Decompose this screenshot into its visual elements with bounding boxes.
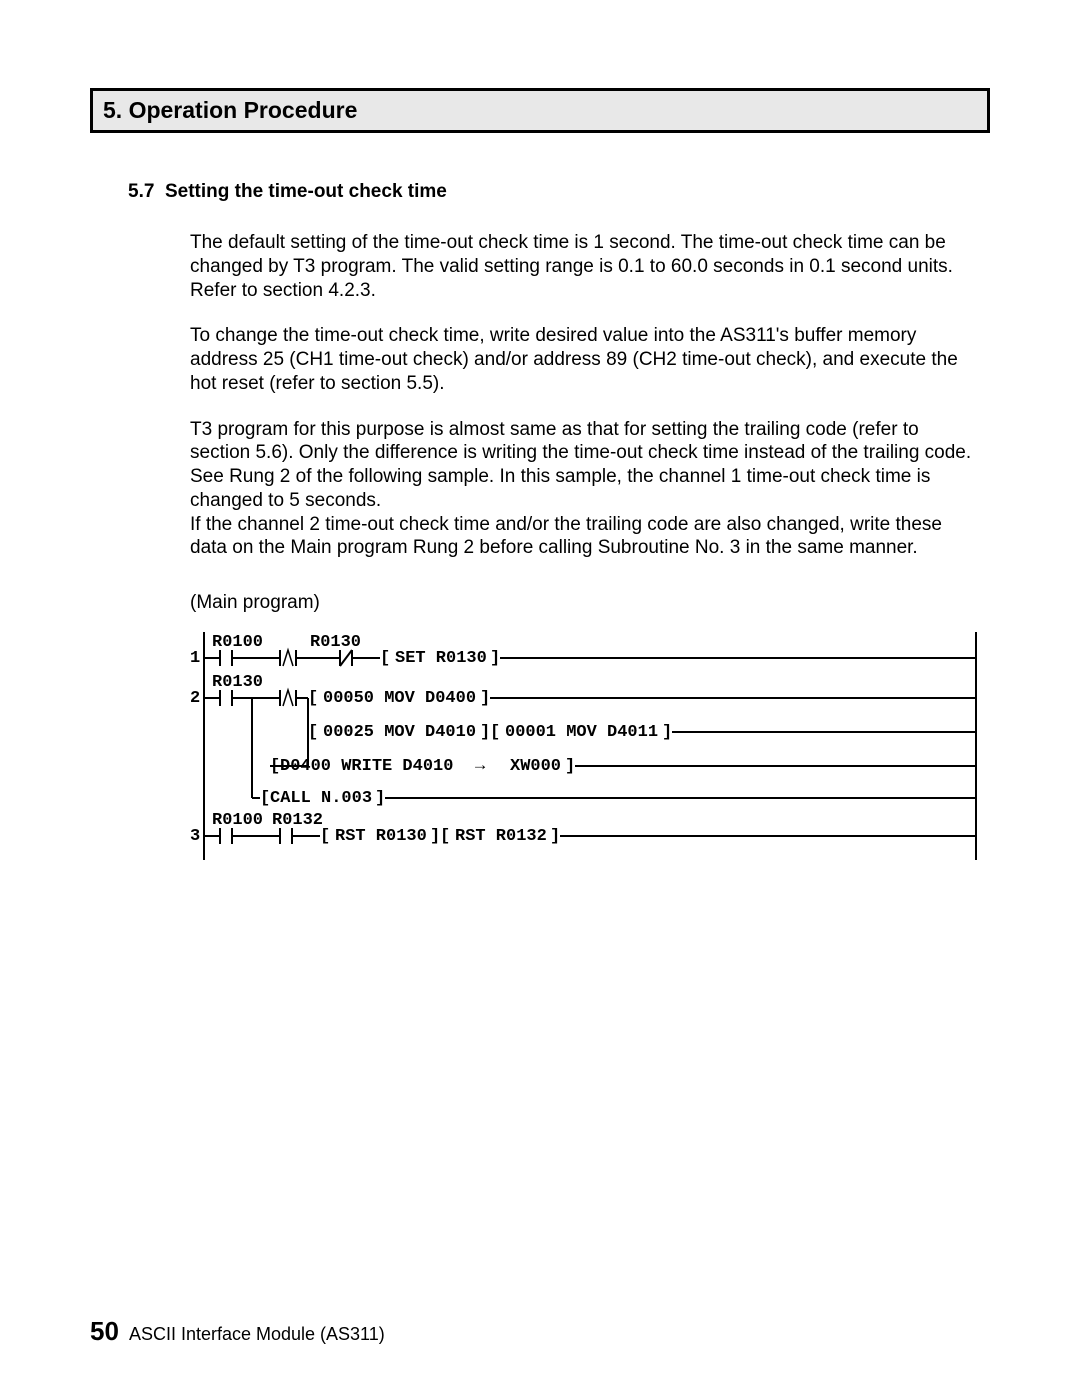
- svg-text:[: [: [440, 827, 450, 846]
- svg-text:[: [: [490, 723, 500, 742]
- rung-number-2: 2: [190, 689, 200, 708]
- svg-text:]: ]: [430, 827, 440, 846]
- paragraph-2: To change the time-out check time, write…: [190, 324, 980, 395]
- program-label: (Main program): [190, 592, 990, 614]
- instr-call: CALL N.003: [270, 789, 372, 808]
- instr-write-dest: XW000: [510, 757, 561, 776]
- section-header: 5. Operation Procedure: [90, 88, 990, 133]
- section-number: 5.: [103, 97, 122, 123]
- svg-text:[: [: [260, 789, 270, 808]
- svg-text:]: ]: [480, 689, 490, 708]
- svg-text:]: ]: [490, 649, 500, 668]
- svg-text:]: ]: [375, 789, 385, 808]
- svg-text:[: [: [270, 757, 280, 776]
- paragraph-4: If the channel 2 time-out check time and…: [190, 513, 980, 561]
- svg-text:]: ]: [480, 723, 490, 742]
- svg-text:]: ]: [565, 757, 575, 776]
- rung-number-3: 3: [190, 827, 200, 846]
- instr-mov1: 00050 MOV D0400: [323, 689, 476, 708]
- svg-text:[: [: [320, 827, 330, 846]
- svg-text:[: [: [308, 723, 318, 742]
- rung-number-1: 1: [190, 649, 200, 668]
- page-number: 50: [90, 1316, 119, 1346]
- contact-label-r0100-1: R0100: [212, 633, 263, 652]
- instr-mov2a: 00025 MOV D4010: [323, 723, 476, 742]
- subsection-title: 5.7 Setting the time-out check time: [128, 181, 990, 203]
- doc-title: ASCII Interface Module (AS311): [129, 1324, 385, 1344]
- instr-set: SET R0130: [395, 649, 487, 668]
- instr-rst2: RST R0132: [455, 827, 547, 846]
- section-title: Operation Procedure: [129, 97, 358, 123]
- svg-text:[: [: [308, 689, 318, 708]
- paragraph-3: T3 program for this purpose is almost sa…: [190, 418, 980, 513]
- instr-rst1: RST R0130: [335, 827, 427, 846]
- instr-arrow: →: [475, 757, 486, 776]
- instr-write: D0400 WRITE D4010: [280, 757, 453, 776]
- subsection-heading: Setting the time-out check time: [165, 181, 447, 202]
- contact-label-r0100-3: R0100: [212, 811, 263, 830]
- paragraph-1: The default setting of the time-out chec…: [190, 231, 980, 302]
- instr-mov2b: 00001 MOV D4011: [505, 723, 658, 742]
- svg-text:]: ]: [662, 723, 672, 742]
- page-footer: 50 ASCII Interface Module (AS311): [90, 1316, 385, 1347]
- svg-text:[: [: [380, 649, 390, 668]
- contact-label-r0130-1: R0130: [310, 633, 361, 652]
- contact-label-r0132-3: R0132: [272, 811, 323, 830]
- ladder-diagram: 1 R0100 R0130 [ SET R0130 ] 2 R0130 [ 00…: [190, 632, 990, 867]
- contact-label-r0130-2: R0130: [212, 673, 263, 692]
- svg-text:]: ]: [550, 827, 560, 846]
- subsection-number: 5.7: [128, 181, 154, 202]
